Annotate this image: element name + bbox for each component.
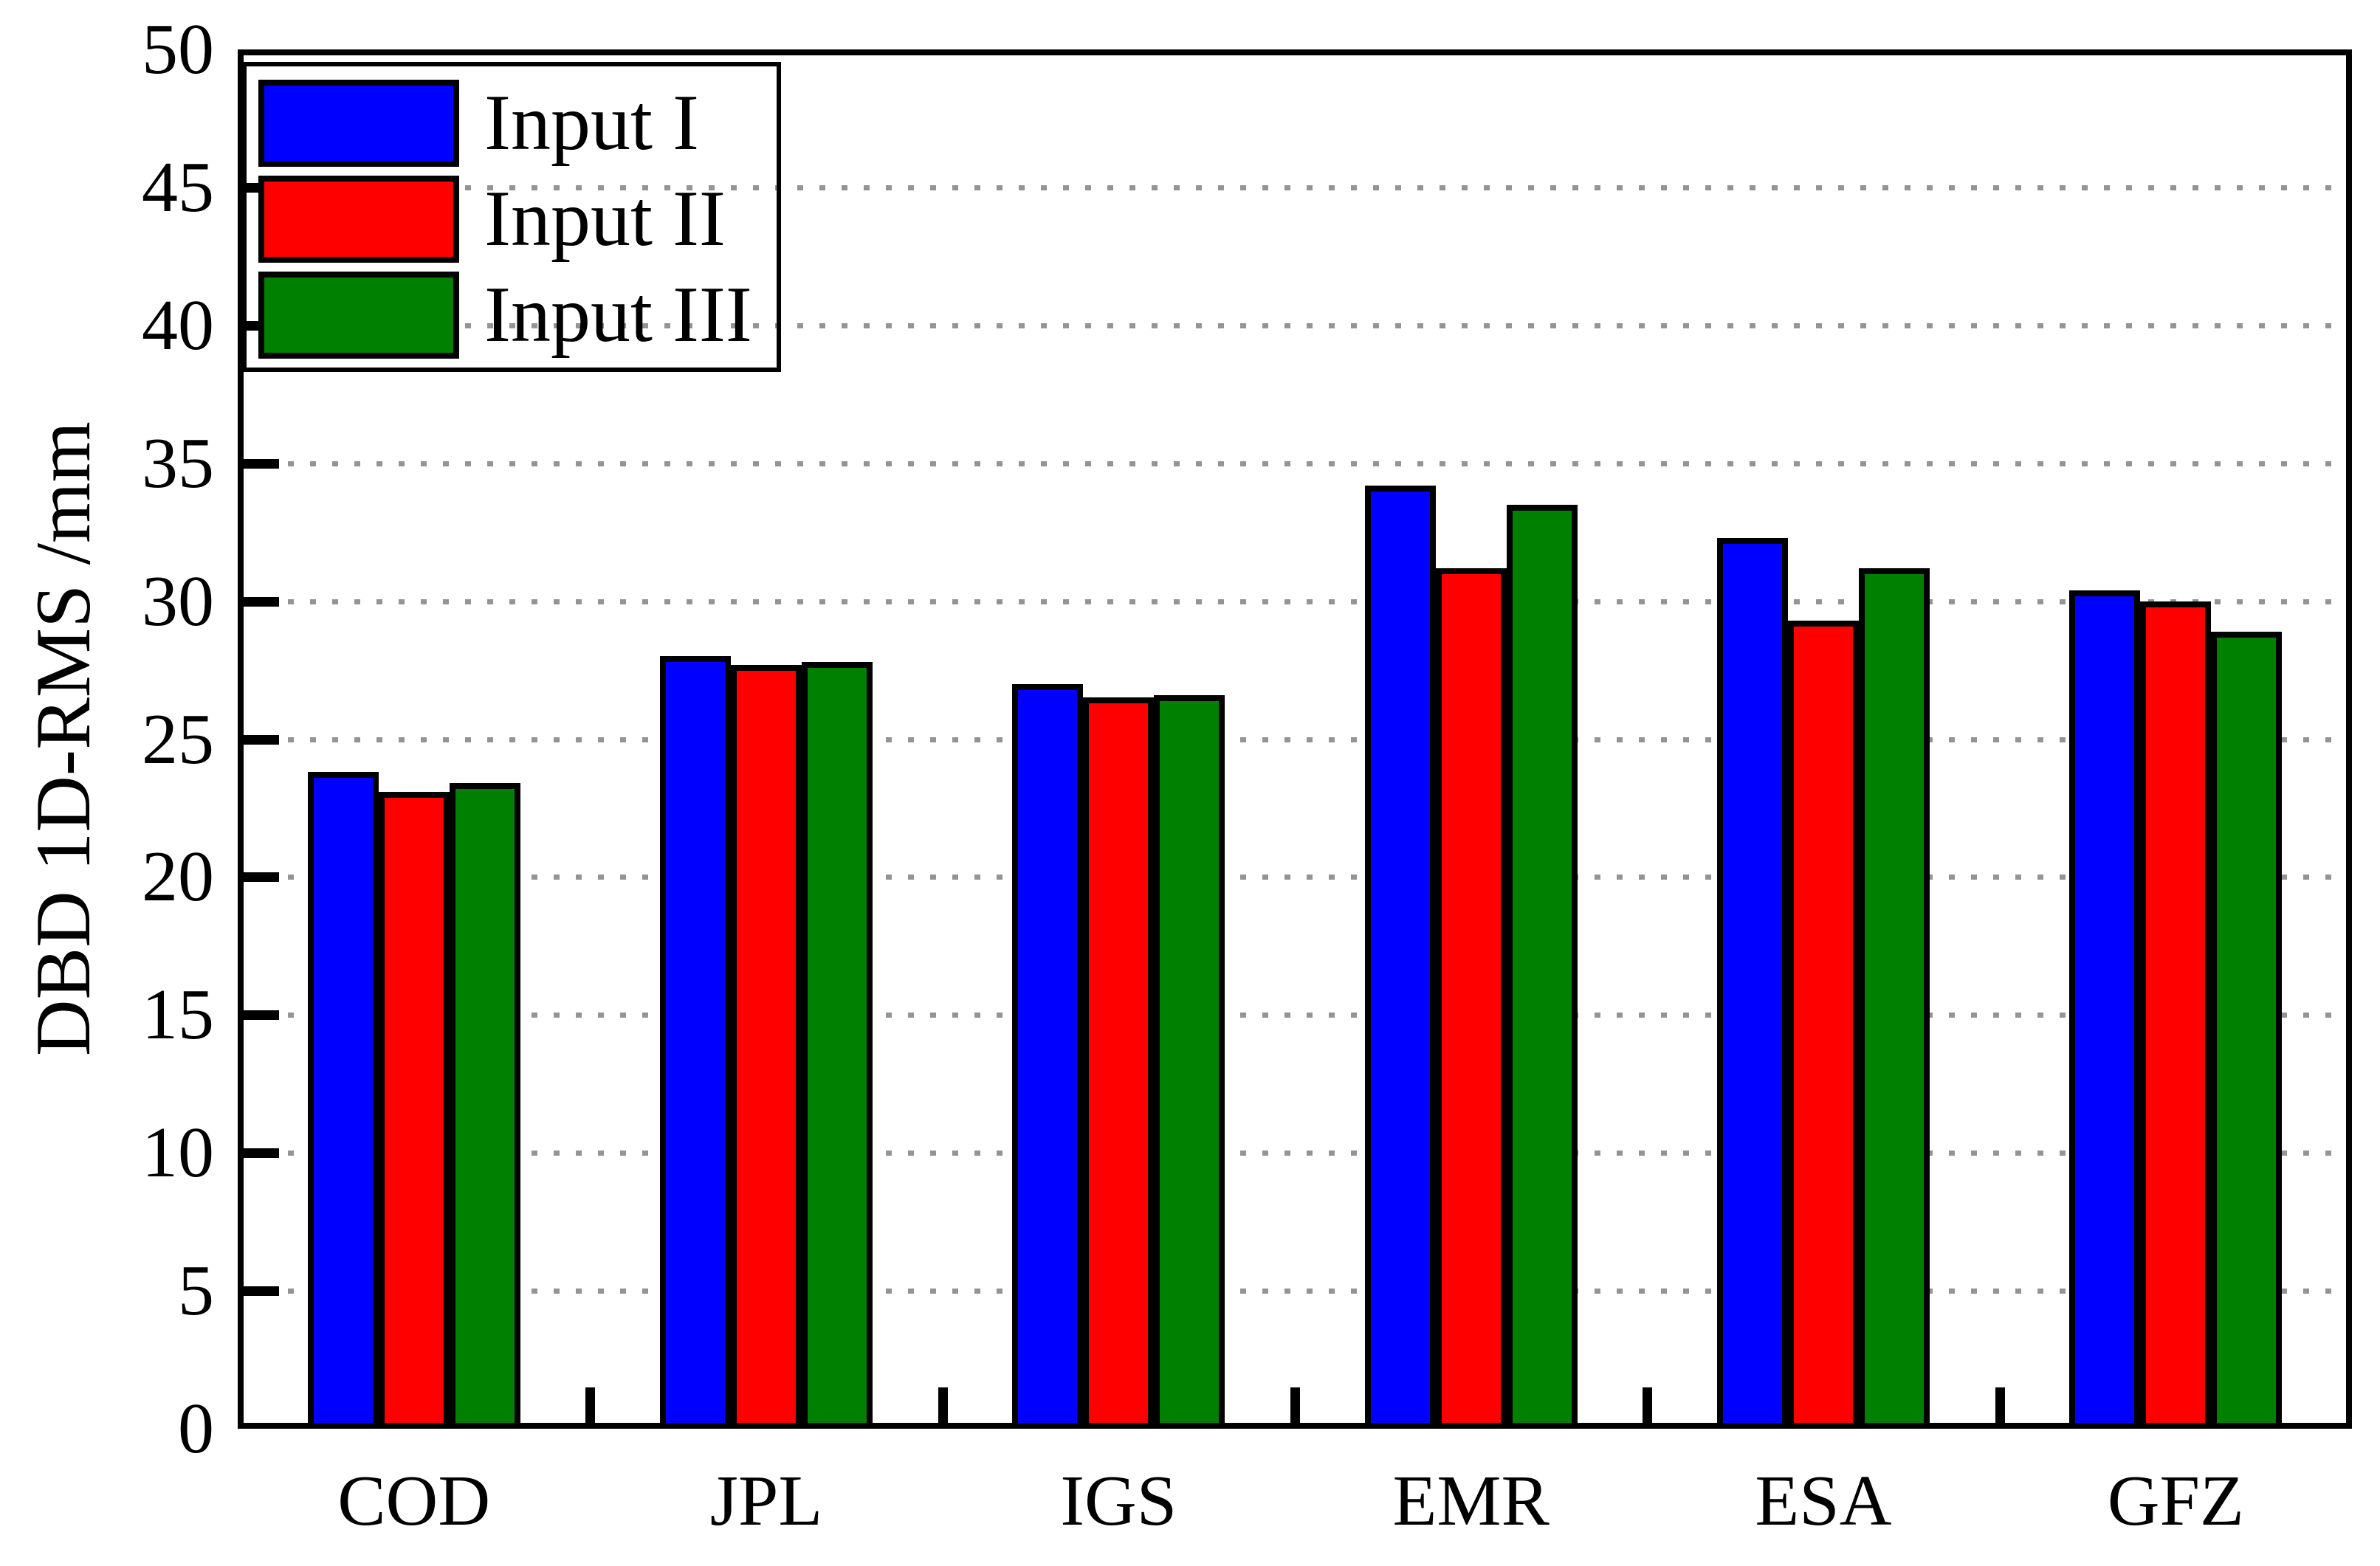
x-label-igs: IGS: [1060, 1461, 1177, 1541]
gridline-25: [244, 737, 2346, 742]
bar-esa-input-ii: [1788, 620, 1859, 1429]
legend-label-input-i: Input I: [484, 79, 699, 167]
x-label-cod: COD: [337, 1461, 491, 1541]
legend-label-input-ii: Input II: [484, 175, 726, 263]
bar-cod-input-i: [307, 772, 379, 1429]
x-tick-boundary-1: [585, 1387, 596, 1423]
y-tick-label-50: 50: [142, 10, 214, 89]
y-tick-10: [244, 1148, 279, 1159]
bar-gfz-input-ii: [2140, 601, 2212, 1429]
gridline-45: [244, 184, 2346, 190]
gridline-10: [244, 1151, 2346, 1156]
x-label-gfz: GFZ: [2107, 1461, 2244, 1541]
gridline-35: [244, 461, 2346, 466]
bar-esa-input-iii: [1859, 568, 1930, 1429]
x-label-esa: ESA: [1755, 1461, 1892, 1541]
bar-emr-input-i: [1364, 485, 1436, 1429]
legend-swatch-input-ii: [258, 176, 459, 263]
gridline-30: [244, 599, 2346, 604]
y-tick-20: [244, 872, 279, 883]
x-tick-boundary-2: [938, 1387, 948, 1423]
gridline-5: [244, 1289, 2346, 1294]
legend: Input I Input II Input III: [242, 62, 781, 372]
bar-emr-input-iii: [1506, 504, 1578, 1429]
bar-igs-input-i: [1012, 683, 1084, 1429]
x-label-jpl: JPL: [709, 1461, 823, 1541]
bar-igs-input-ii: [1083, 697, 1155, 1429]
y-tick-15: [244, 1010, 279, 1021]
x-tick-boundary-3: [1290, 1387, 1300, 1423]
legend-swatch-input-iii: [258, 272, 459, 359]
x-tick-boundary-5: [1995, 1387, 2005, 1423]
y-tick-label-0: 0: [178, 1389, 214, 1469]
bar-emr-input-ii: [1435, 568, 1507, 1429]
y-tick-35: [244, 458, 279, 469]
x-label-emr: EMR: [1392, 1461, 1550, 1541]
y-tick-label-45: 45: [142, 147, 214, 227]
bar-cod-input-iii: [449, 783, 520, 1429]
bar-jpl-input-ii: [731, 664, 802, 1429]
y-tick-label-35: 35: [142, 423, 214, 503]
gridline-20: [244, 875, 2346, 880]
y-axis-title: DBD 1D-RMS /mm: [20, 421, 106, 1056]
bar-gfz-input-i: [2069, 590, 2141, 1429]
y-tick-25: [244, 734, 279, 745]
bar-cod-input-ii: [378, 791, 450, 1429]
legend-label-input-iii: Input III: [484, 271, 752, 359]
y-tick-label-40: 40: [142, 285, 214, 365]
gridline-15: [244, 1013, 2346, 1018]
y-tick-30: [244, 596, 279, 607]
gridline-40: [244, 322, 2346, 328]
bar-igs-input-iii: [1154, 694, 1225, 1429]
y-tick-label-10: 10: [142, 1113, 214, 1193]
y-tick-label-5: 5: [178, 1251, 214, 1331]
x-tick-boundary-4: [1643, 1387, 1653, 1423]
y-tick-5: [244, 1286, 279, 1297]
y-tick-label-25: 25: [142, 699, 214, 779]
bar-gfz-input-iii: [2211, 631, 2283, 1429]
legend-item-input-i: Input I: [258, 80, 699, 167]
legend-item-input-ii: Input II: [258, 176, 726, 263]
legend-swatch-input-i: [258, 80, 459, 167]
y-tick-label-20: 20: [142, 837, 214, 917]
y-tick-label-30: 30: [142, 561, 214, 641]
legend-item-input-iii: Input III: [258, 272, 752, 359]
bar-esa-input-i: [1717, 537, 1788, 1429]
bar-jpl-input-i: [660, 656, 731, 1429]
y-tick-label-15: 15: [142, 975, 214, 1055]
bar-jpl-input-iii: [802, 661, 873, 1429]
